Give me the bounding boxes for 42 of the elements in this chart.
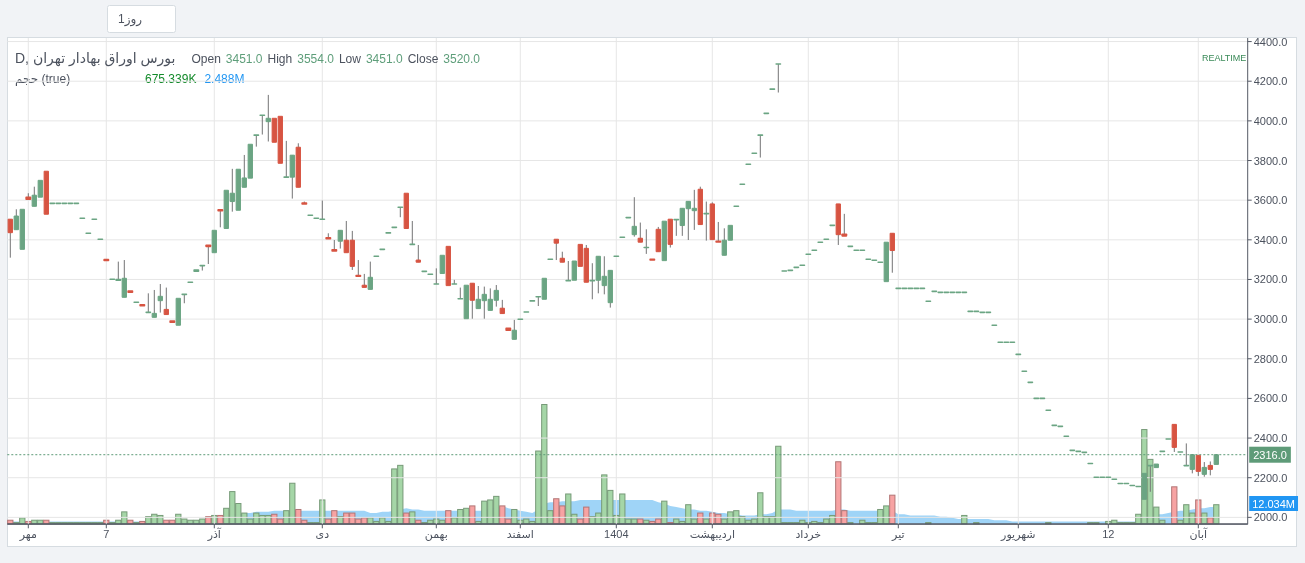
x-tick-label: اردیبهشت bbox=[689, 528, 735, 542]
y-tick-label: 3200.0 bbox=[1253, 273, 1288, 286]
x-tick-label: دی bbox=[315, 528, 330, 541]
y-tick-label: 3800.0 bbox=[1253, 154, 1288, 167]
y-tick-label: 4200.0 bbox=[1253, 75, 1288, 88]
annotation: Low bbox=[338, 51, 362, 66]
y-tick-label: 2800.0 bbox=[1253, 352, 1288, 365]
annotation: REALTIME bbox=[1202, 52, 1247, 63]
annotation: 3520.0 bbox=[443, 51, 481, 66]
y-tick-label: 2000.0 bbox=[1253, 511, 1288, 524]
annotation: High bbox=[267, 51, 293, 66]
x-tick-label: آذر bbox=[206, 527, 222, 542]
y-tick-label: 3000.0 bbox=[1253, 313, 1288, 326]
text: 1روز bbox=[117, 12, 143, 27]
x-tick-label: تیر bbox=[891, 528, 905, 542]
annotation: 3451.0 bbox=[225, 51, 263, 66]
x-tick-label: آبان bbox=[1189, 527, 1209, 541]
annotation: Close bbox=[407, 51, 439, 66]
annotation: 3451.0 bbox=[365, 51, 403, 66]
annotation: 3554.0 bbox=[297, 51, 335, 66]
y-tick-label: 2200.0 bbox=[1253, 471, 1288, 484]
x-tick-label: شهریور bbox=[1000, 528, 1036, 542]
y-tick-label: 3600.0 bbox=[1253, 194, 1288, 207]
x-tick-label: 12 bbox=[1102, 528, 1115, 541]
y-tick-label: 3400.0 bbox=[1253, 233, 1288, 246]
y-tick-label: 2400.0 bbox=[1253, 432, 1288, 445]
text: 12.034M bbox=[1252, 497, 1296, 510]
y-tick-label: 2600.0 bbox=[1253, 392, 1288, 405]
y-tick-label: 4400.0 bbox=[1253, 35, 1288, 48]
ref-line-label: 2316.0 bbox=[1253, 448, 1287, 461]
annotation: Open bbox=[191, 51, 221, 66]
x-tick-label: بهمن bbox=[424, 528, 448, 542]
y-tick-label: 4000.0 bbox=[1253, 114, 1288, 127]
annotation: 675.339K bbox=[145, 71, 197, 86]
annotation: حجم (true) bbox=[15, 71, 71, 86]
x-tick-label: خرداد bbox=[795, 528, 822, 542]
text: D, بورس اوراق بهادار تهران bbox=[15, 50, 176, 67]
x-tick-label: مهر bbox=[18, 528, 37, 542]
x-tick-label: اسفند bbox=[506, 528, 534, 541]
x-tick-label: 7 bbox=[103, 528, 110, 541]
x-tick-label: 1404 bbox=[604, 528, 629, 541]
annotation: 2.488M bbox=[204, 71, 245, 86]
